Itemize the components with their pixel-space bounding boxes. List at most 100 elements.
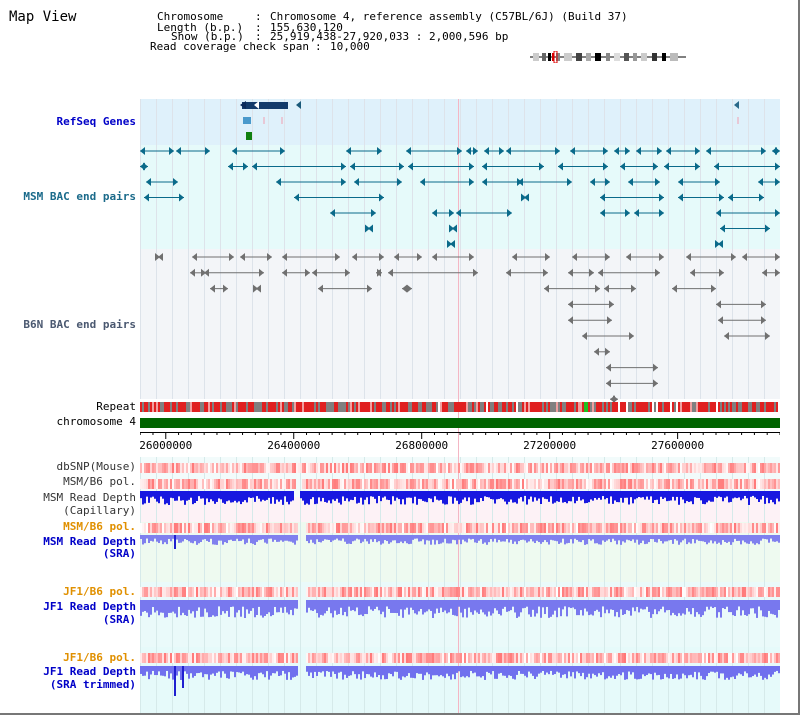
heat-cell xyxy=(542,523,544,533)
heat-cell xyxy=(432,463,434,473)
jf1-b6-pol-label-2[interactable]: JF1/B6 pol. xyxy=(63,651,136,664)
depth-bar xyxy=(314,666,316,672)
heat-cell xyxy=(216,653,218,663)
gene-arrow xyxy=(240,101,246,109)
heat-cell xyxy=(588,523,590,533)
heat-cell xyxy=(744,479,746,489)
heat-cell xyxy=(614,479,616,489)
depth-bar xyxy=(378,600,380,611)
depth-bar xyxy=(738,600,740,607)
repeat-segment xyxy=(692,402,694,412)
msm-b6-pol-label-2[interactable]: MSM/B6 pol. xyxy=(63,520,136,533)
heat-cell xyxy=(610,587,612,597)
depth-bar xyxy=(214,666,216,676)
repeat-segment xyxy=(456,402,458,412)
depth-bar xyxy=(602,666,604,673)
heat-cell xyxy=(614,463,616,473)
repeat-segment xyxy=(750,402,752,412)
heat-cell xyxy=(738,523,740,533)
heat-cell xyxy=(422,479,424,489)
repeat-segment xyxy=(360,402,362,412)
bac-end xyxy=(482,178,487,186)
heat-cell xyxy=(742,653,744,663)
heat-cell xyxy=(626,587,628,597)
depth-bar xyxy=(444,535,446,539)
depth-bar xyxy=(630,491,632,498)
heat-cell xyxy=(374,653,376,663)
jf1-read-depth-label[interactable]: JF1 Read Depth xyxy=(43,600,136,613)
bac-end xyxy=(686,253,691,261)
heat-cell xyxy=(574,653,576,663)
depth-bar xyxy=(276,666,278,672)
heat-cell xyxy=(378,523,380,533)
heat-cell xyxy=(692,479,694,489)
repeat-segment xyxy=(450,402,452,412)
heat-cell xyxy=(218,523,220,533)
bac-end xyxy=(628,178,633,186)
heat-cell xyxy=(252,463,254,473)
b6n-bac-label[interactable]: B6N BAC end pairs xyxy=(23,318,136,331)
heat-cell xyxy=(186,523,188,533)
dbsnp-label[interactable]: dbSNP(Mouse) xyxy=(56,460,136,473)
msm-read-depth-capillary-label[interactable]: MSM Read Depth xyxy=(43,491,136,504)
depth-bar xyxy=(344,600,346,612)
track-area[interactable]: 26000000 26400000 26800000 27200000 27600000 xyxy=(140,99,780,713)
repeat-segment xyxy=(390,402,392,412)
repeat-segment xyxy=(544,402,546,412)
heat-cell xyxy=(492,523,494,533)
depth-bar xyxy=(216,666,218,673)
heat-cell xyxy=(660,653,662,663)
repeat-segment xyxy=(212,402,214,412)
heat-cell xyxy=(738,653,740,663)
heat-cell xyxy=(638,463,640,473)
msm-b6-pol-label-1[interactable]: MSM/B6 pol. xyxy=(63,475,136,488)
heat-cell xyxy=(160,653,162,663)
jf1-b6-pol-label-1[interactable]: JF1/B6 pol. xyxy=(63,585,136,598)
depth-bar xyxy=(674,600,676,615)
msm-read-depth-sra-label[interactable]: MSM Read Depth xyxy=(43,535,136,548)
depth-bar xyxy=(666,491,668,502)
heat-cell xyxy=(466,463,468,473)
heat-cell xyxy=(774,523,776,533)
heat-cell xyxy=(764,587,766,597)
ideogram-band xyxy=(614,53,620,61)
depth-bar xyxy=(712,491,714,502)
heat-cell xyxy=(466,523,468,533)
heat-cell xyxy=(412,523,414,533)
depth-bar xyxy=(382,491,384,498)
msm-bac-label[interactable]: MSM BAC end pairs xyxy=(23,190,136,203)
heat-cell xyxy=(706,479,708,489)
heat-cell xyxy=(638,479,640,489)
bac-end xyxy=(176,147,181,155)
heat-cell xyxy=(542,479,544,489)
depth-bar xyxy=(364,600,366,615)
repeat-segment xyxy=(548,402,550,412)
depth-bar xyxy=(730,666,732,678)
bac-end xyxy=(521,193,526,202)
heat-cell xyxy=(256,523,258,533)
refseq-genes-label[interactable]: RefSeq Genes xyxy=(56,115,136,128)
depth-bar xyxy=(744,491,746,496)
heat-cell xyxy=(400,479,402,489)
heat-cell xyxy=(676,587,678,597)
heat-cell xyxy=(170,523,172,533)
depth-bar xyxy=(184,535,186,539)
bac-end xyxy=(762,268,767,277)
depth-bar xyxy=(334,600,336,611)
depth-bar xyxy=(146,491,148,497)
jf1-read-depth-trimmed-label[interactable]: JF1 Read Depth xyxy=(43,665,136,678)
heat-cell xyxy=(218,463,220,473)
heat-cell xyxy=(524,479,526,489)
depth-bar xyxy=(390,491,392,505)
heat-cell xyxy=(566,653,568,663)
depth-bar xyxy=(758,491,760,503)
bac-end xyxy=(158,253,163,261)
heat-cell xyxy=(522,463,524,473)
heat-cell xyxy=(346,463,348,473)
heat-cell xyxy=(314,587,316,597)
heat-cell xyxy=(140,463,142,473)
heat-cell xyxy=(238,523,240,533)
track-canvas[interactable]: 26000000 26400000 26800000 27200000 27600000 xyxy=(140,99,780,713)
heat-cell xyxy=(452,523,454,533)
chromosome-ideogram[interactable] xyxy=(528,51,688,63)
